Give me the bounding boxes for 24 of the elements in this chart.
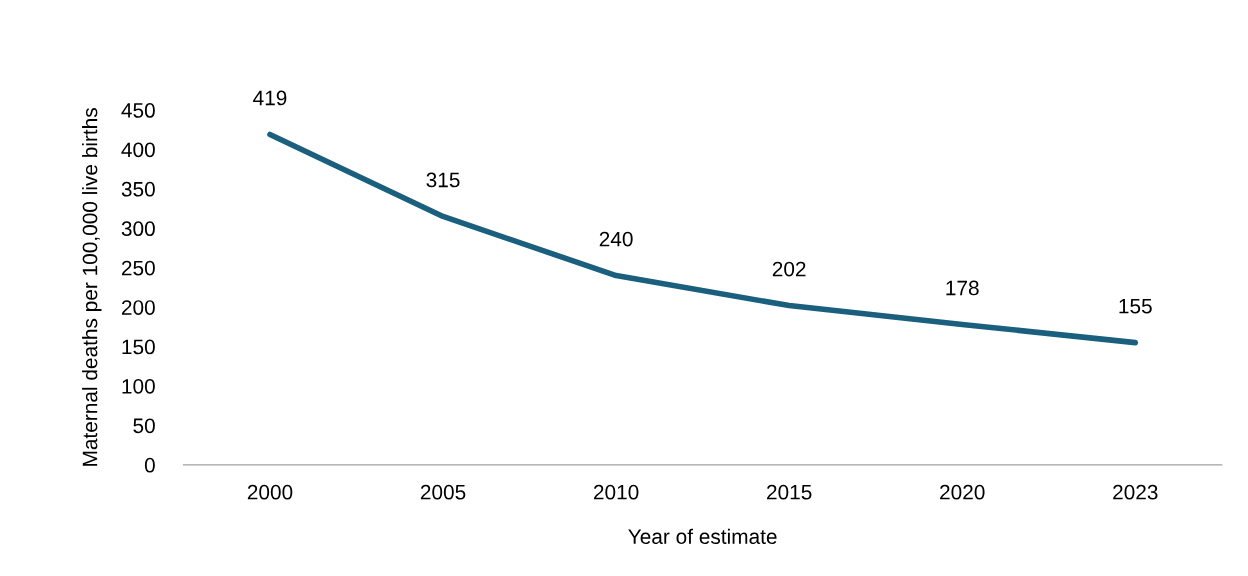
x-tick-label: 2000 — [247, 484, 293, 500]
y-tick-label: 450 — [121, 103, 155, 118]
y-tick-label: 50 — [133, 418, 155, 434]
y-tick-label: 150 — [122, 339, 155, 355]
y-tick-label: 350 — [121, 181, 155, 197]
x-tick-label: 2020 — [940, 484, 985, 500]
y-tick-label: 400 — [121, 142, 155, 158]
y-tick-label: 300 — [121, 221, 155, 237]
x-tick-label: 2010 — [593, 484, 639, 500]
x-tick-label: 2023 — [1113, 484, 1158, 500]
data-label: 178 — [946, 280, 979, 296]
y-tick-label: 250 — [121, 260, 155, 276]
y-axis-title: Maternal deaths per 100,000 live births — [82, 108, 102, 466]
x-axis-title: Year of estimate — [628, 528, 777, 544]
data-label: 315 — [426, 172, 460, 188]
x-tick-label: 2015 — [767, 484, 812, 500]
data-label: 155 — [1119, 298, 1152, 314]
y-tick-label: 0 — [144, 457, 155, 473]
y-tick-label: 200 — [121, 300, 155, 315]
y-tick-label: 100 — [122, 378, 155, 394]
data-label: 240 — [599, 231, 633, 247]
x-tick-label: 2005 — [420, 484, 466, 500]
data-label: 419 — [253, 90, 287, 106]
data-label: 202 — [772, 261, 806, 277]
